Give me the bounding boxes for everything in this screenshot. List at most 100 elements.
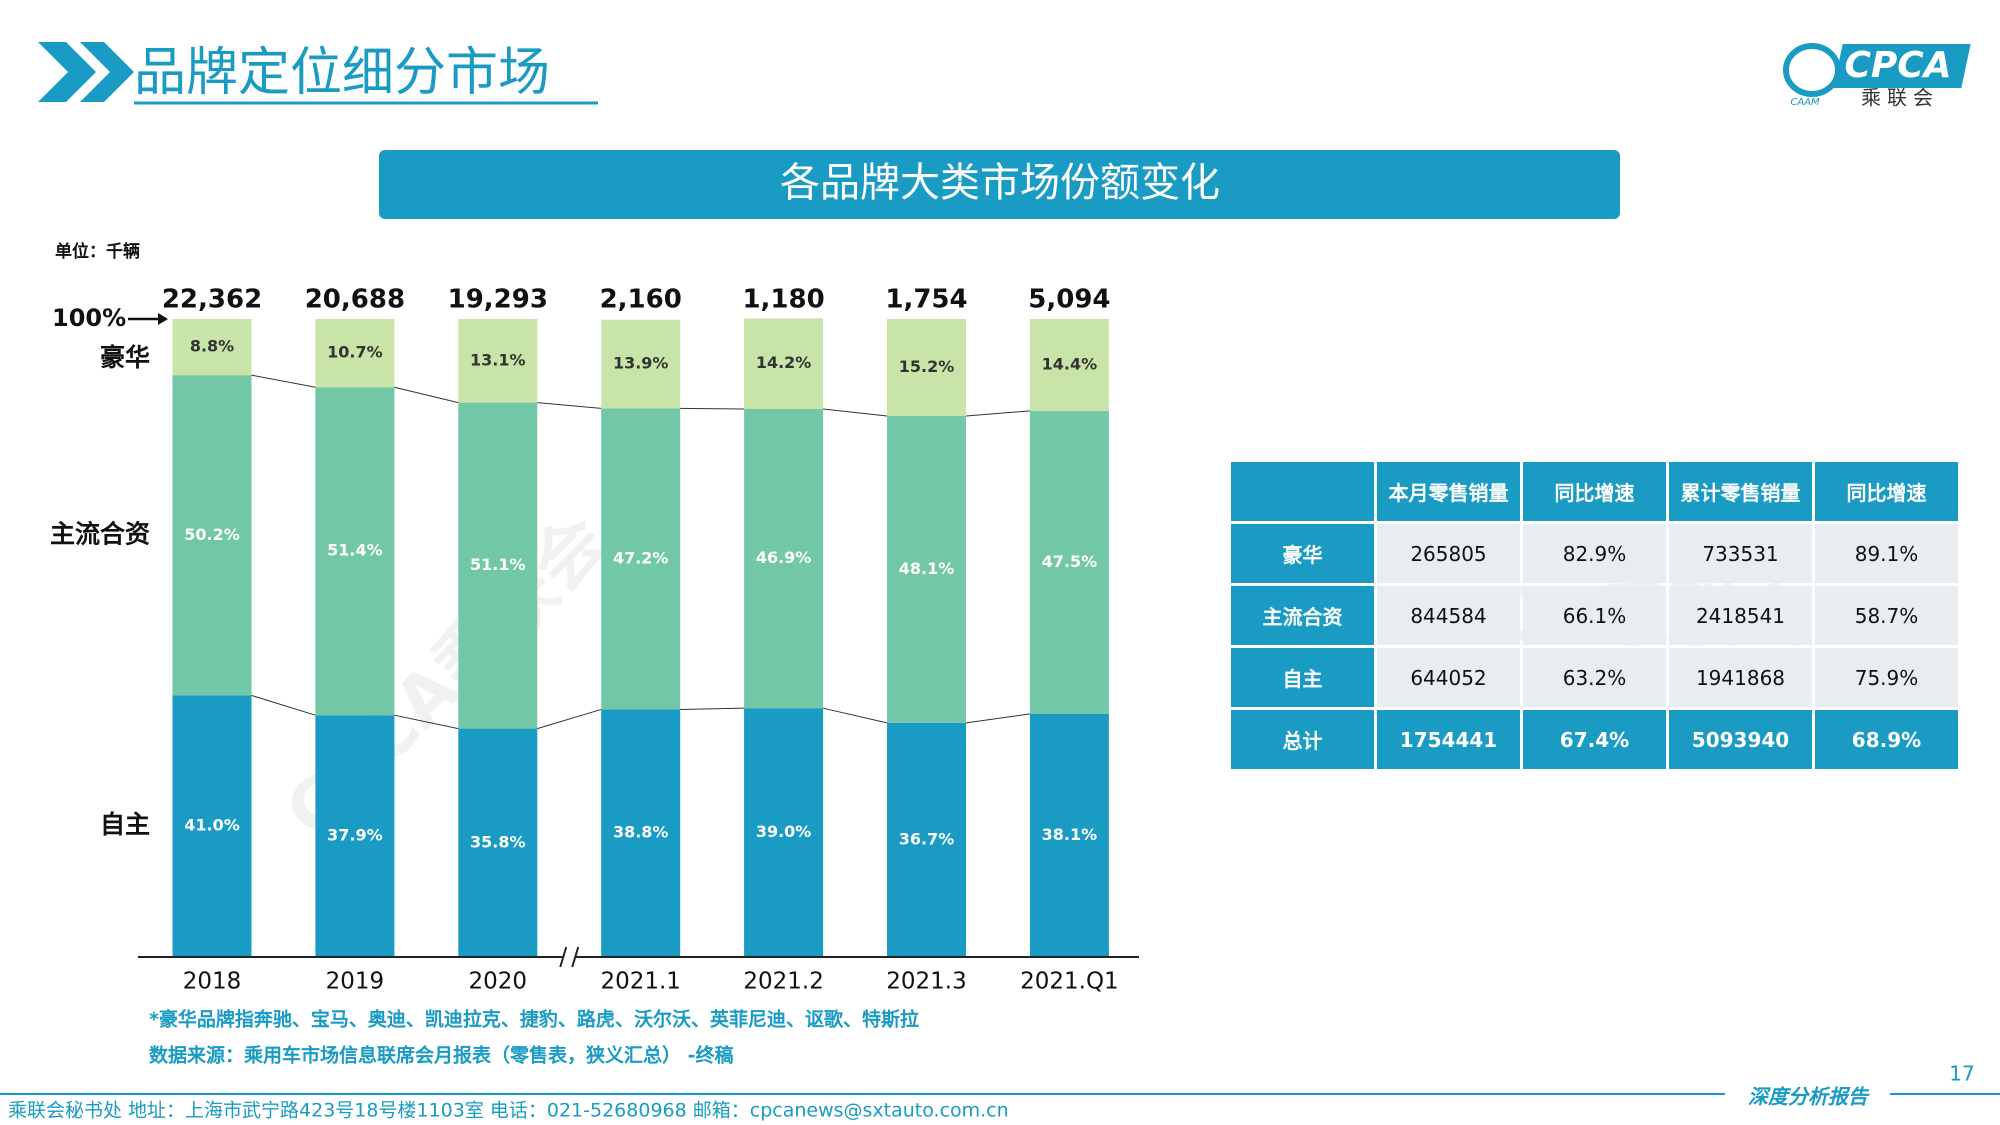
note: 数据来源：乘用车市场信息联席会月报表（零售表，狭义汇总） -终稿: [149, 1044, 734, 1067]
bar-segment: [744, 708, 824, 957]
table-cell: 265805: [1377, 524, 1520, 583]
value-label: 39.0%: [756, 822, 812, 841]
table-row: 主流合资 844584 66.1% 2418541 58.7%: [1231, 586, 1958, 645]
value-label: 14.4%: [1042, 354, 1098, 373]
row-header: 总计: [1231, 710, 1374, 769]
table-row: 豪华 265805 82.9% 733531 89.1%: [1231, 524, 1958, 583]
logo-ring: [1783, 43, 1841, 97]
table-corner: [1231, 462, 1374, 521]
connector-line: [251, 694, 316, 716]
note: *豪华品牌指奔驰、宝马、奥迪、凯迪拉克、捷豹、路虎、沃尔沃、英菲尼迪、讴歌、特斯…: [149, 1008, 919, 1031]
column-header: 累计零售销量: [1669, 462, 1812, 521]
table-cell: 733531: [1669, 524, 1812, 583]
connector-line: [965, 713, 1030, 724]
value-label: 14.2%: [756, 353, 812, 372]
table-cell: 66.1%: [1523, 586, 1666, 645]
table-cell: 68.9%: [1815, 710, 1958, 769]
page-number: 17: [1949, 1062, 1974, 1086]
bar-segment: [315, 387, 395, 716]
value-label: 46.9%: [756, 548, 812, 567]
x-tick-label: 2021.3: [886, 969, 966, 995]
footer-tag: 深度分析报告: [1748, 1085, 1870, 1109]
series-label: 豪华: [100, 343, 150, 372]
table-cell: 82.9%: [1523, 524, 1666, 583]
table-row: 自主 644052 63.2% 1941868 75.9%: [1231, 648, 1958, 707]
table-header-row: 本月零售销量 同比增速 累计零售销量 同比增速: [1231, 462, 1958, 521]
table-cell: 75.9%: [1815, 648, 1958, 707]
connector-line: [537, 402, 602, 409]
value-label: 13.1%: [470, 350, 526, 369]
connector-line: [822, 707, 888, 724]
table-cell: 5093940: [1669, 710, 1812, 769]
x-tick-label: 2021.1: [600, 969, 680, 995]
value-label: 35.8%: [470, 832, 526, 851]
total-label: 2,160: [600, 285, 682, 315]
series-label: 自主: [100, 810, 150, 839]
chart-banner: [379, 150, 1620, 219]
bar-segment: [887, 722, 966, 957]
table-cell: 63.2%: [1523, 648, 1666, 707]
bar-segment: [601, 408, 681, 710]
row-header: 自主: [1231, 648, 1374, 707]
value-label: 38.1%: [1042, 825, 1098, 844]
table-cell: 1941868: [1669, 648, 1812, 707]
value-label: 51.1%: [470, 555, 526, 574]
connector-line: [537, 708, 602, 730]
value-label: 48.1%: [899, 559, 955, 578]
unit-label: 单位：千辆: [55, 241, 140, 262]
value-label: 37.9%: [327, 826, 383, 845]
sales-table: 本月零售销量 同比增速 累计零售销量 同比增速 豪华 265805 82.9% 733…: [1228, 459, 1961, 772]
bar-segment: [744, 318, 824, 409]
bar-segment: [458, 319, 538, 403]
bar-segment: [315, 319, 395, 388]
total-label: 20,688: [305, 285, 405, 315]
bar-segment: [172, 695, 252, 957]
value-label: 47.2%: [613, 548, 669, 567]
total-label: 19,293: [448, 285, 548, 315]
footer-contact: 乘联会秘书处 地址：上海市武宁路423号18号楼1103室 电话：021-526…: [8, 1100, 1009, 1122]
row-header: 主流合资: [1231, 586, 1374, 645]
x-tick-label: 2020: [469, 969, 528, 995]
total-label: 1,180: [742, 285, 824, 315]
logo-box: [1833, 44, 1971, 88]
table-cell: 844584: [1377, 586, 1520, 645]
y-tick-label: 100%: [52, 304, 126, 332]
total-label: 1,754: [885, 285, 967, 315]
bar-segment: [601, 319, 681, 409]
bar-segment: [601, 709, 681, 957]
value-label: 38.8%: [613, 823, 669, 842]
bar-segment: [887, 319, 966, 416]
bar-segment: [172, 375, 252, 696]
total-label: 22,362: [162, 285, 262, 315]
chart-title: 各品牌大类市场份额变化: [780, 160, 1220, 206]
axis-break: [559, 946, 568, 968]
value-label: 41.0%: [184, 816, 240, 835]
bar-segment: [1029, 713, 1109, 957]
connector-line: [680, 407, 745, 410]
bar-segment: [1029, 319, 1109, 411]
table-cell: 1754441: [1377, 710, 1520, 769]
value-label: 13.9%: [613, 353, 669, 372]
table-cell: 2418541: [1669, 586, 1812, 645]
column-header: 同比增速: [1523, 462, 1666, 521]
plot: 100% 41.0% 自主 50.2% 主流合资 8.8% 豪华 2018 22,362 37.9…: [50, 285, 1139, 1067]
table-cell: 644052: [1377, 648, 1520, 707]
page-title: 品牌定位细分市场: [134, 43, 550, 103]
value-label: 47.5%: [1042, 552, 1098, 571]
bar-segment: [458, 402, 538, 729]
bar-segment: [172, 319, 252, 376]
logo-subtext: 乘联会: [1861, 86, 1939, 110]
connector-line: [251, 374, 316, 388]
bar-segment: [1029, 410, 1109, 714]
bar-segment: [315, 715, 395, 957]
x-tick-label: 2021.2: [743, 969, 823, 995]
connector-line: [680, 707, 745, 710]
connector-line: [394, 386, 459, 404]
total-label: 5,094: [1028, 285, 1110, 315]
arrow-head: [158, 313, 168, 325]
x-tick-label: 2021.Q1: [1020, 969, 1119, 995]
logo-text: CPCA: [1844, 45, 1951, 86]
column-header: 同比增速: [1815, 462, 1958, 521]
